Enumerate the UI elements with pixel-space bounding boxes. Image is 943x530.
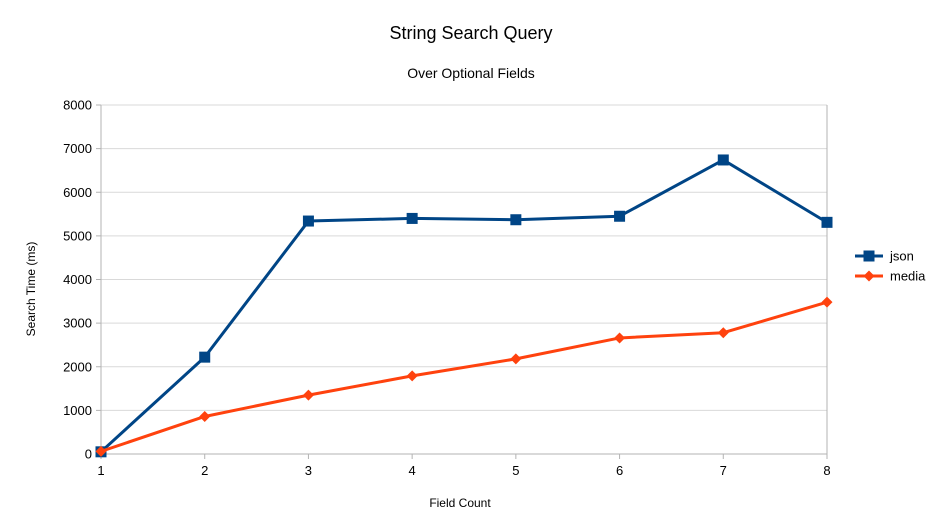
legend-item-media: media	[855, 269, 926, 284]
data-point-media	[821, 296, 833, 308]
axes	[96, 104, 828, 459]
y-tick-label: 3000	[63, 316, 92, 331]
legend-marker	[863, 270, 875, 282]
legend-label: json	[889, 249, 914, 264]
series-media	[95, 296, 833, 457]
series-line-media	[100, 300, 828, 453]
legend-label: media	[890, 269, 926, 284]
series-json	[95, 154, 833, 458]
chart-title: String Search Query	[389, 23, 552, 43]
series-line-json	[99, 158, 828, 453]
x-tick-label: 5	[512, 463, 519, 478]
data-point-media	[406, 370, 418, 382]
data-point-media	[95, 445, 107, 457]
y-tick-label: 8000	[63, 98, 92, 113]
data-point-json	[614, 210, 626, 222]
y-tick-label: 4000	[63, 272, 92, 287]
data-point-media	[717, 327, 729, 339]
y-tick-label: 6000	[63, 185, 92, 200]
data-point-media	[199, 410, 211, 422]
legend-marker	[863, 250, 875, 262]
x-axis-label: Field Count	[429, 496, 491, 510]
legend: json media	[855, 249, 926, 284]
grid	[101, 104, 827, 455]
data-point-media	[302, 389, 314, 401]
x-tick-label: 1	[97, 463, 104, 478]
x-tick-label: 6	[616, 463, 623, 478]
x-tick-label: 7	[720, 463, 727, 478]
data-point-media	[510, 353, 522, 365]
data-point-json	[717, 154, 729, 166]
y-tick-label: 2000	[63, 359, 92, 374]
data-point-json	[821, 216, 833, 228]
data-point-json	[406, 212, 418, 224]
x-tick-label: 3	[305, 463, 312, 478]
y-tick-label: 5000	[63, 228, 92, 243]
y-tick-label: 1000	[63, 403, 92, 418]
data-point-json	[302, 215, 314, 227]
y-tick-label: 0	[85, 447, 92, 462]
series	[95, 154, 833, 458]
data-point-media	[614, 332, 626, 344]
data-point-json	[510, 214, 522, 226]
y-axis-label: Search Time (ms)	[24, 242, 38, 337]
x-tick-label: 8	[823, 463, 830, 478]
tick-labels: 0 1000 2000 3000 4000 5000 6000 7000 8000 1 2 3 4 5 6 7…	[63, 98, 831, 479]
data-point-json	[199, 351, 211, 363]
y-tick-label: 7000	[63, 141, 92, 156]
legend-item-json: json	[855, 249, 914, 264]
x-tick-label: 2	[201, 463, 208, 478]
chart-subtitle: Over Optional Fields	[407, 65, 535, 81]
x-tick-label: 4	[409, 463, 416, 478]
